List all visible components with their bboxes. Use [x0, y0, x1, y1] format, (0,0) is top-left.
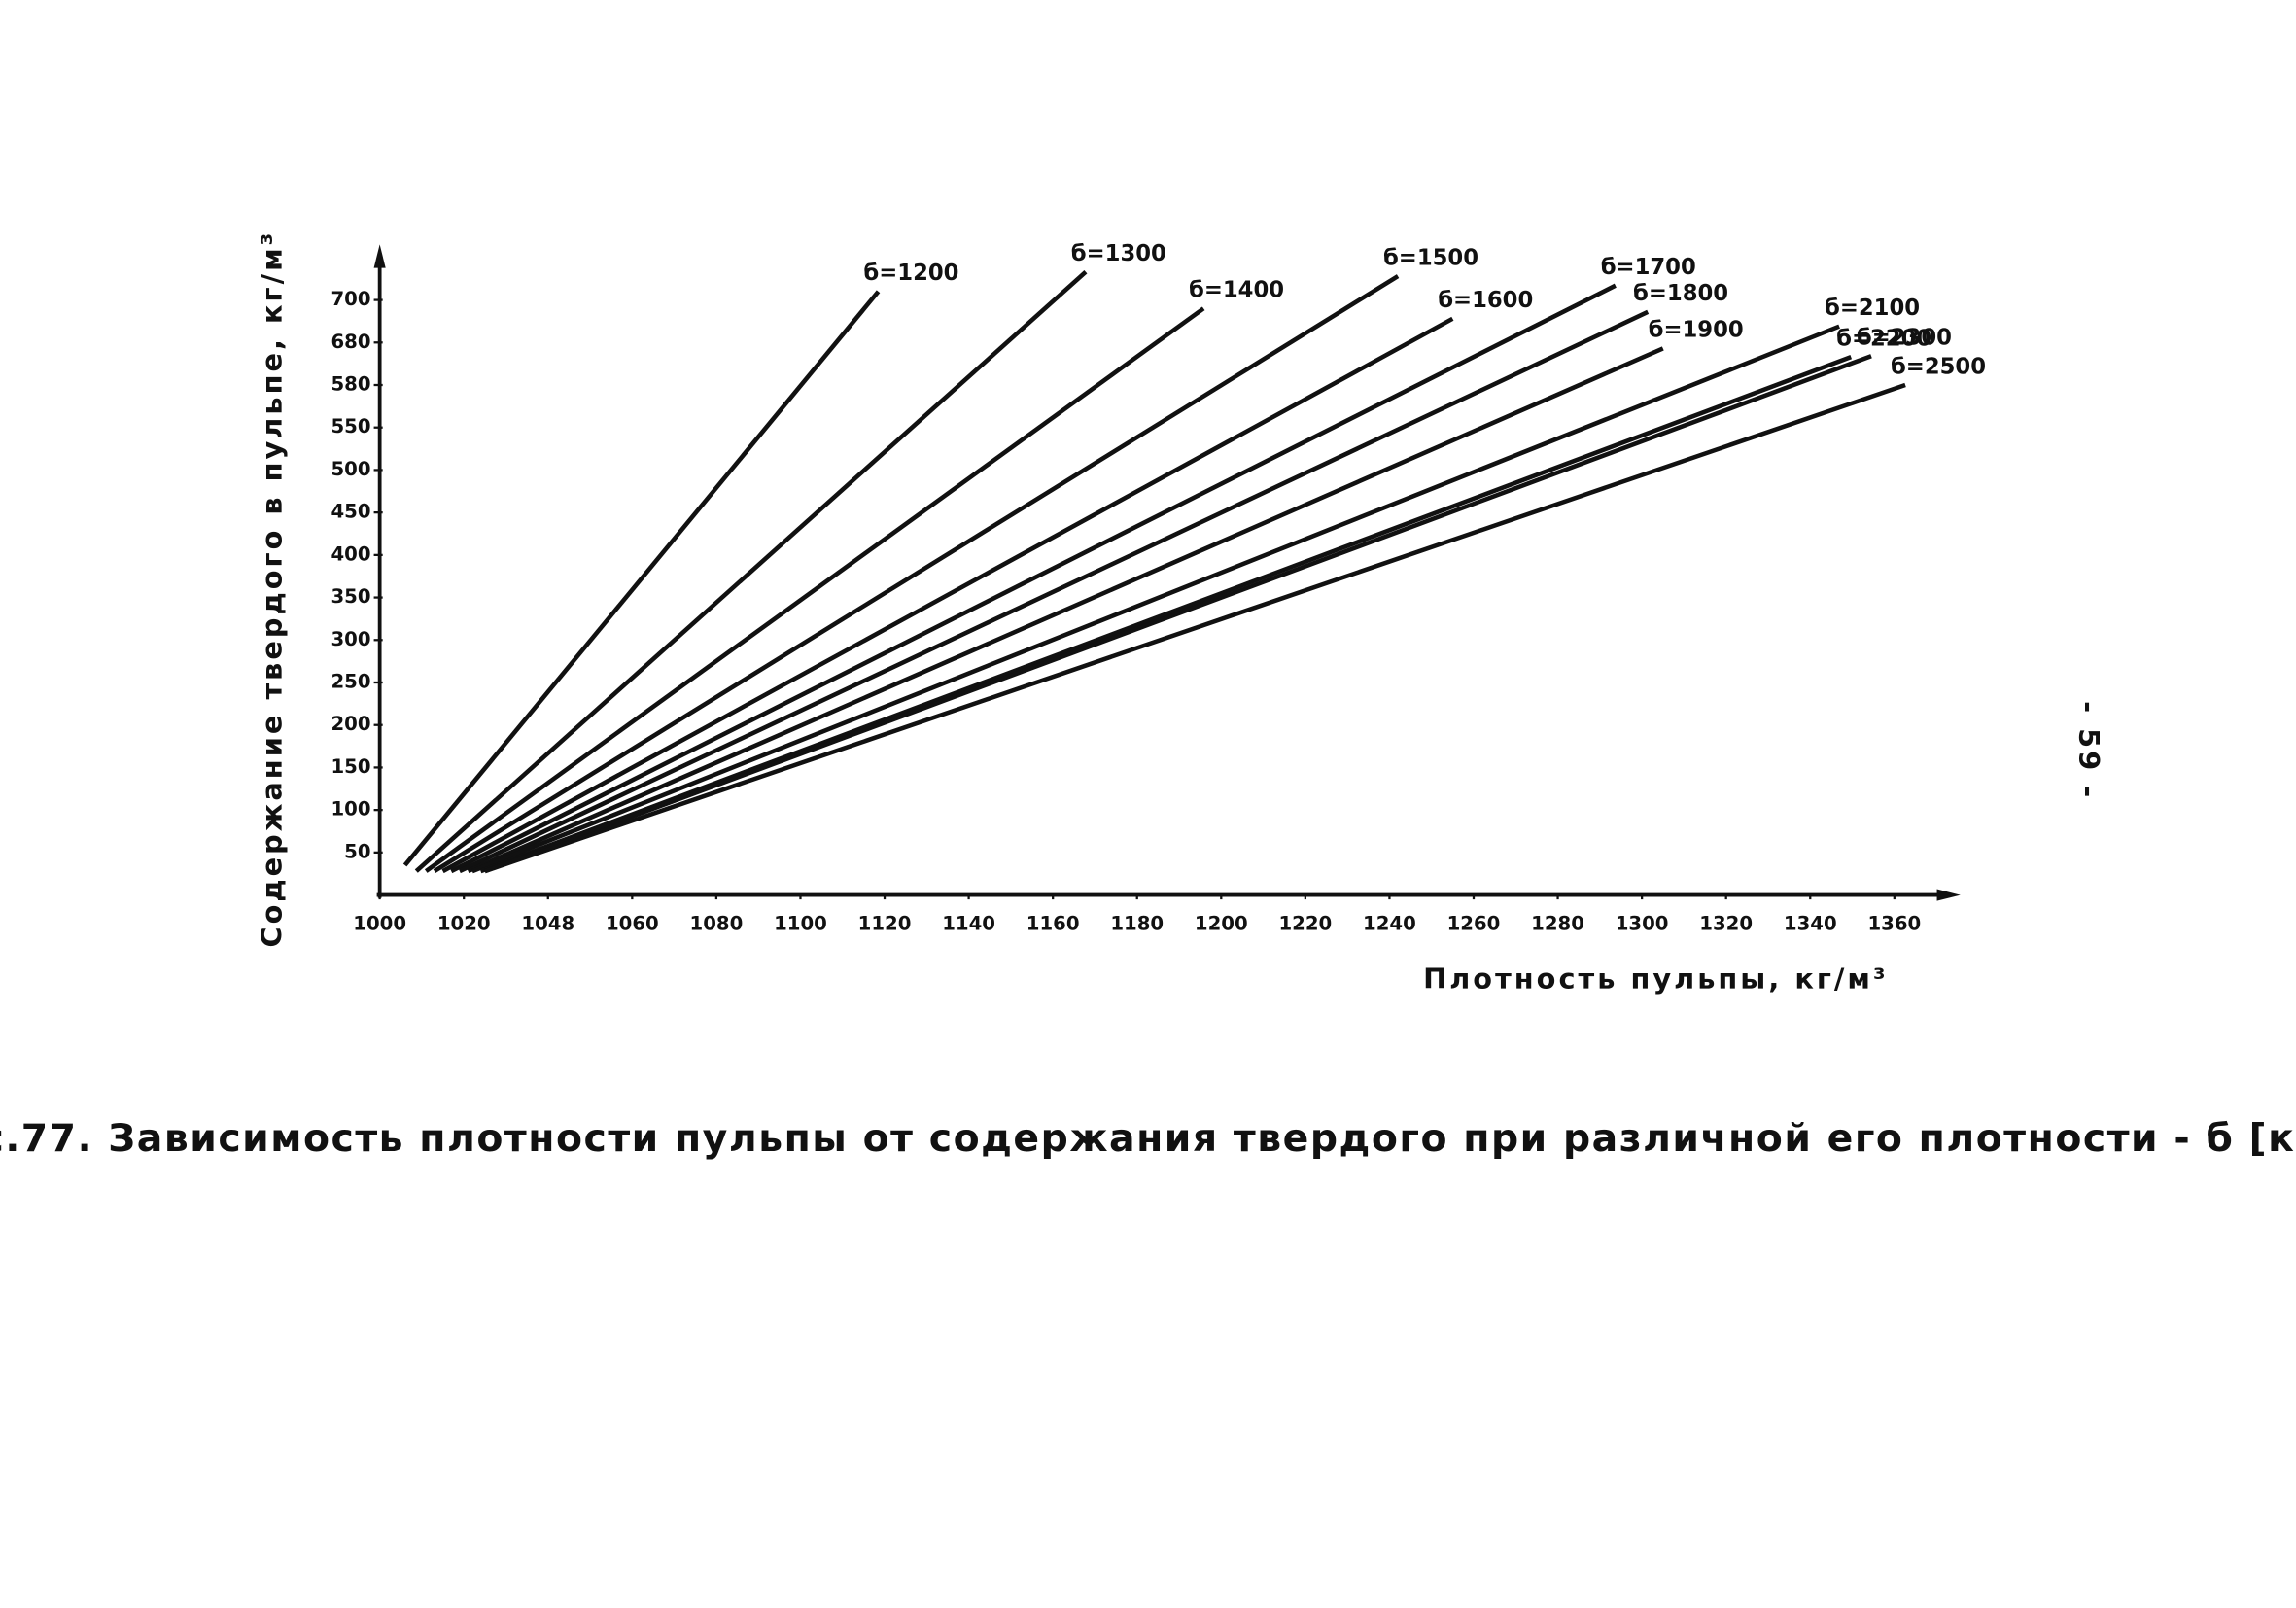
series-label: б=2500: [1891, 354, 1986, 379]
series-line: [441, 316, 1454, 874]
series-label: б=1200: [863, 261, 958, 286]
x-tick-label: 1120: [858, 912, 912, 934]
series-line: [450, 283, 1617, 874]
page-number: - 59 -: [2072, 701, 2105, 800]
x-tick-label: 1300: [1616, 912, 1669, 934]
series-line: [414, 270, 1088, 873]
x-tick-label: 1160: [1026, 912, 1080, 934]
x-axis-title: Плотность пульпы, кг/м³: [1423, 961, 1888, 995]
y-tick-label: 300: [330, 628, 370, 650]
x-tick-label: 1260: [1447, 912, 1501, 934]
series-line: [467, 346, 1664, 874]
x-tick-label: 1320: [1699, 912, 1753, 934]
x-tick-label: 1060: [606, 912, 659, 934]
x-tick-label: 1080: [690, 912, 744, 934]
y-arrow: [373, 244, 386, 268]
series-label: б=1700: [1601, 255, 1696, 280]
x-tick-label: 1100: [774, 912, 827, 934]
series-line: [484, 354, 1872, 874]
series-line: [479, 355, 1853, 874]
x-tick-label: 1180: [1110, 912, 1164, 934]
x-arrow: [1936, 889, 1961, 901]
y-tick-label: 580: [330, 373, 370, 396]
y-tick-label: 400: [330, 542, 370, 565]
series-label: б=1900: [1649, 318, 1744, 343]
x-tick-label: 1340: [1784, 912, 1837, 934]
series-label: б=1600: [1438, 288, 1533, 313]
x-tick-label: 1020: [437, 912, 491, 934]
y-tick-label: 500: [330, 458, 370, 480]
series-label: б=1500: [1383, 245, 1478, 270]
y-axis-title: Содержание твердого в пульпе, кг/м³: [256, 230, 289, 948]
y-tick-label: 50: [344, 840, 370, 862]
x-tick-label: 1200: [1195, 912, 1248, 934]
x-tick-label: 1220: [1278, 912, 1332, 934]
series-line: [484, 382, 1906, 874]
series-line: [471, 324, 1840, 874]
y-tick-label: 350: [330, 585, 370, 608]
series-line: [433, 274, 1400, 874]
series-line: [402, 290, 881, 867]
y-tick-label: 450: [330, 501, 370, 523]
caption: Рис.77. Зависимость плотности пульпы от …: [0, 1116, 2296, 1161]
series-label: б=1800: [1633, 281, 1728, 306]
series-label: б=2200: [1836, 326, 1931, 351]
x-tick-label: 1048: [521, 912, 574, 934]
x-tick-label: 1140: [942, 912, 995, 934]
x-tick-label: 1240: [1363, 912, 1416, 934]
y-tick-label: 200: [330, 713, 370, 735]
y-tick-label: 250: [330, 671, 370, 693]
x-tick-label: 1000: [353, 912, 406, 934]
series-label: б=1400: [1189, 278, 1284, 303]
series-line: [458, 309, 1650, 874]
y-tick-label: 700: [330, 288, 370, 310]
y-tick-label: 100: [330, 798, 370, 821]
series-label: б=1300: [1071, 241, 1166, 266]
series-line: [424, 306, 1205, 873]
y-tick-label: 550: [330, 415, 370, 437]
x-tick-label: 1360: [1867, 912, 1921, 934]
x-tick-label: 1280: [1531, 912, 1584, 934]
series-label: б=2300: [1857, 326, 1952, 351]
y-tick-label: 680: [330, 331, 370, 353]
series-label: б=2100: [1825, 296, 1920, 321]
y-tick-label: 150: [330, 755, 370, 778]
